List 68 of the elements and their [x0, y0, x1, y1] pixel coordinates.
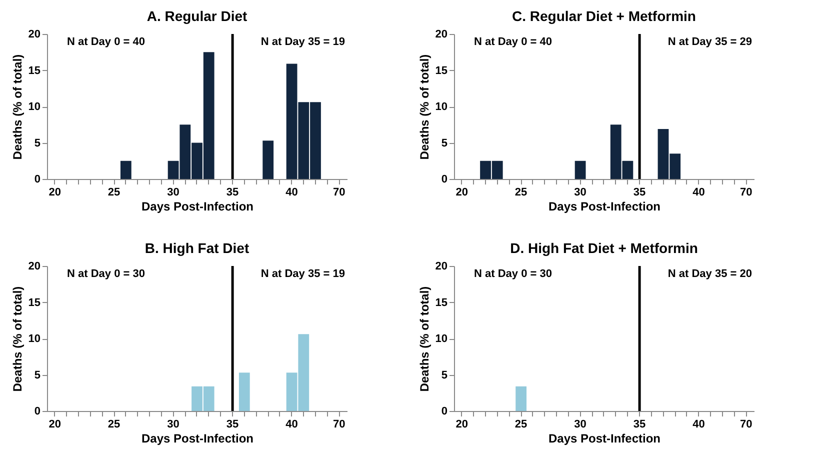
x-tick-label: 35 — [226, 418, 239, 430]
x-tick-label: 35 — [633, 418, 646, 430]
y-tick-label: 20 — [435, 260, 448, 272]
x-axis-title: Days Post-Infection — [548, 200, 661, 214]
y-tick-label: 15 — [435, 296, 448, 309]
x-axis-title: Days Post-Infection — [141, 200, 254, 214]
x-tick-label: 30 — [574, 186, 586, 198]
x-tick-label: 30 — [167, 186, 180, 198]
x-axis-title: Days Post-Infection — [548, 432, 661, 446]
y-tick-label: 20 — [435, 28, 448, 40]
chart-title: A. Regular Diet — [146, 8, 248, 24]
x-tick-label: 70 — [740, 418, 752, 430]
annotation: N at Day 35 = 19 — [260, 268, 345, 280]
x-axis-title: Days Post-Infection — [141, 432, 254, 446]
y-tick-label: 10 — [435, 333, 448, 345]
x-tick-label: 20 — [48, 186, 61, 198]
x-tick-label: 35 — [633, 186, 646, 198]
x-tick-label: 25 — [108, 418, 120, 430]
x-tick-label: 20 — [456, 186, 468, 198]
y-tick-label: 0 — [441, 174, 448, 186]
chart-title: C. Regular Diet + Metformin — [512, 8, 696, 24]
bar — [120, 160, 132, 179]
y-tick-label: 0 — [34, 174, 40, 186]
y-tick-label: 20 — [28, 28, 40, 40]
x-tick-label: 25 — [514, 186, 528, 198]
x-tick-label: 40 — [286, 186, 298, 198]
y-tick-label: 20 — [28, 260, 40, 272]
y-axis-title: Deaths (% of total) — [10, 54, 24, 160]
annotation: N at Day 0 = 40 — [67, 36, 145, 48]
annotation: N at Day 0 = 30 — [67, 268, 145, 280]
x-tick-label: 70 — [333, 418, 346, 430]
x-tick-label: 40 — [692, 186, 705, 198]
x-tick-label: 40 — [692, 418, 705, 430]
bar — [238, 372, 250, 411]
x-tick-label: 30 — [574, 418, 586, 430]
y-tick-label: 15 — [435, 64, 448, 77]
x-tick-label: 70 — [333, 186, 346, 198]
y-axis-title: Deaths (% of total) — [417, 54, 432, 160]
y-tick-label: 10 — [435, 101, 448, 113]
annotation: N at Day 35 = 29 — [668, 36, 752, 48]
bar — [262, 140, 274, 179]
y-axis-title: Deaths (% of total) — [10, 286, 24, 392]
y-tick-label: 5 — [441, 369, 448, 382]
y-tick-label: 5 — [34, 369, 40, 382]
x-tick-label: 25 — [108, 186, 120, 198]
x-tick-label: 40 — [286, 418, 298, 430]
y-tick-label: 15 — [28, 64, 40, 77]
x-tick-label: 20 — [48, 418, 61, 430]
chart-title: B. High Fat Diet — [144, 240, 250, 256]
x-tick-label: 20 — [456, 418, 468, 430]
y-tick-label: 0 — [34, 406, 40, 418]
y-tick-label: 10 — [28, 333, 40, 345]
x-tick-label: 30 — [167, 418, 180, 430]
annotation: N at Day 0 = 30 — [474, 268, 552, 280]
x-tick-label: 70 — [740, 186, 752, 198]
y-tick-label: 5 — [441, 137, 448, 150]
bar — [574, 160, 586, 179]
y-tick-label: 10 — [28, 101, 40, 113]
y-tick-label: 5 — [34, 137, 40, 150]
y-tick-label: 0 — [441, 406, 448, 418]
y-axis-title: Deaths (% of total) — [417, 286, 432, 392]
y-tick-label: 15 — [28, 296, 40, 309]
annotation: N at Day 35 = 19 — [260, 36, 345, 48]
chart-title: D. High Fat Diet + Metformin — [510, 240, 698, 256]
annotation: N at Day 0 = 40 — [474, 36, 552, 48]
x-tick-label: 35 — [226, 186, 239, 198]
x-tick-label: 25 — [514, 418, 528, 430]
annotation: N at Day 35 = 20 — [668, 268, 752, 280]
